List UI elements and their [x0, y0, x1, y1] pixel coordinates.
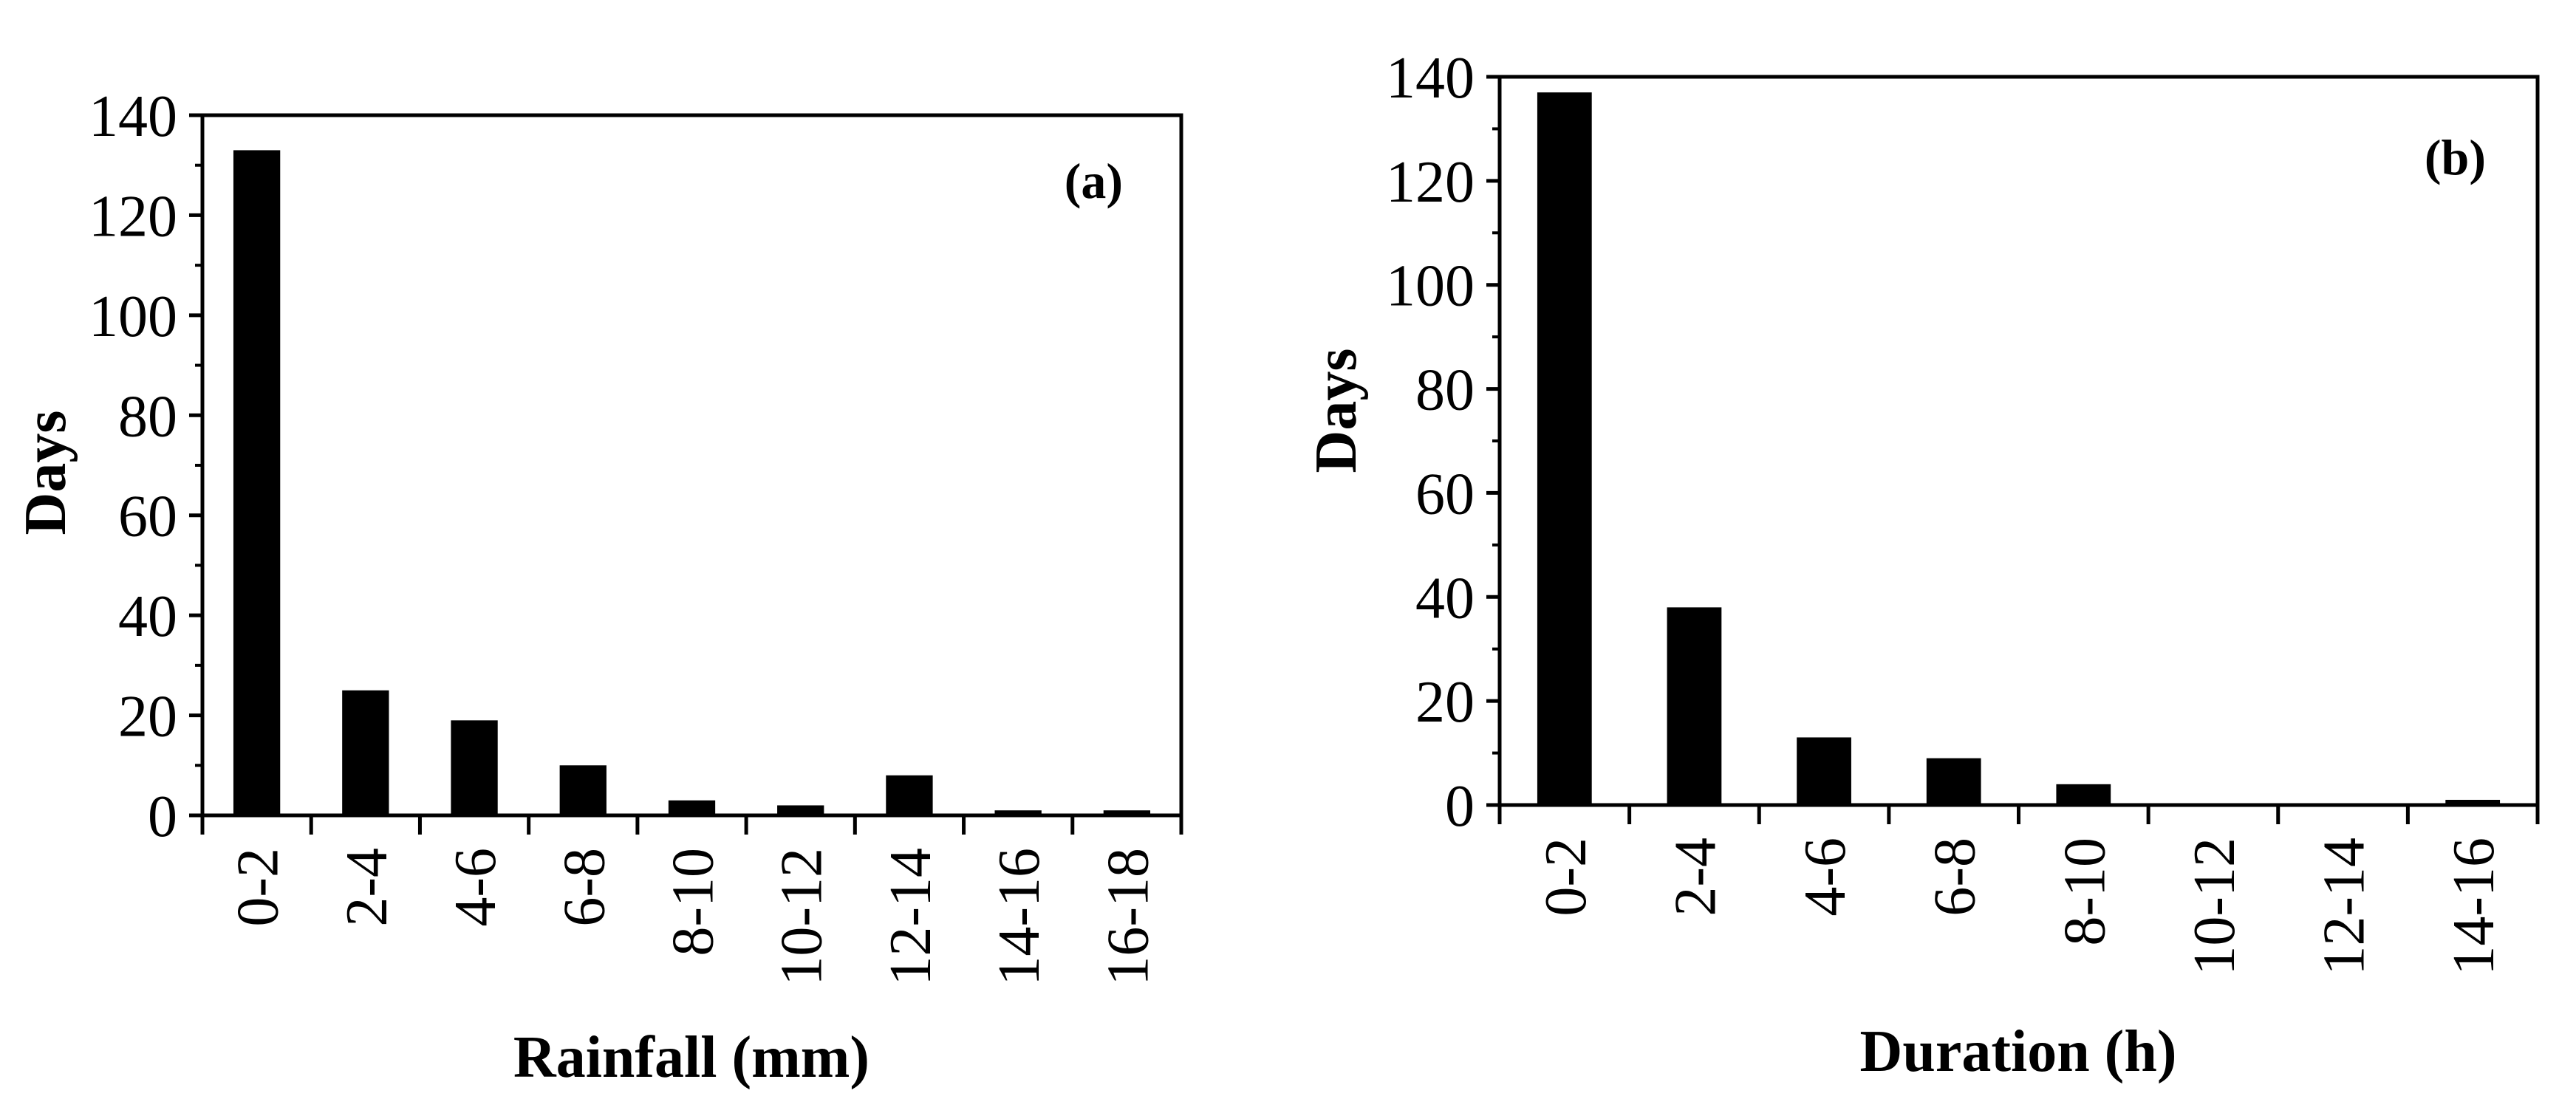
chart-panel-a: 0 20 40 60 80 100 120 140 0-2 2-4 4-6 6-8 8-10 10-12… [13, 84, 1183, 1090]
x-tick-label: 8-10 [2052, 838, 2117, 946]
x-tick-label: 14-16 [987, 848, 1052, 986]
bar-8-10 [668, 800, 716, 815]
bar-16-18 [1103, 810, 1151, 815]
bar-6-8 [1926, 758, 1981, 805]
x-tick-label: 2-4 [1663, 838, 1728, 917]
x-tick-label: 8-10 [661, 848, 726, 956]
x-axis: 0-2 2-4 4-6 6-8 8-10 10-12 12-14 14-16 [1497, 805, 2540, 976]
bar-8-10 [2056, 784, 2111, 805]
y-axis: 0 20 40 60 80 100 120 140 [89, 84, 202, 849]
x-tick-label: 12-14 [2312, 838, 2377, 976]
bar-12-14 [886, 775, 933, 815]
x-tick-label: 14-16 [2442, 838, 2507, 976]
y-tick-label: 140 [1386, 46, 1475, 111]
y-tick-label: 0 [148, 784, 177, 849]
bar-14-16 [994, 810, 1042, 815]
bar-10-12 [777, 805, 824, 815]
x-tick-label: 2-4 [335, 848, 400, 927]
y-tick-label: 120 [1386, 150, 1475, 215]
y-axis-title: Days [13, 411, 78, 535]
x-tick-label: 4-6 [1793, 838, 1858, 917]
y-tick-label: 80 [1415, 358, 1475, 423]
x-axis: 0-2 2-4 4-6 6-8 8-10 10-12 12-14 14-16 16-18 [200, 815, 1183, 986]
panel-label: (b) [2425, 129, 2486, 185]
bar-4-6 [451, 720, 498, 815]
y-tick-label: 100 [89, 284, 177, 349]
y-tick-label: 100 [1386, 254, 1475, 319]
bar-4-6 [1797, 737, 1851, 805]
bar-0-2 [233, 150, 281, 815]
x-tick-label: 0-2 [1534, 838, 1599, 917]
y-tick-label: 40 [118, 584, 177, 649]
y-tick-label: 40 [1415, 566, 1475, 631]
bar-14-16 [2445, 799, 2501, 805]
x-tick-label: 6-8 [1923, 838, 1988, 917]
x-axis-title: Duration (h) [1860, 1019, 2177, 1084]
x-tick-label: 6-8 [552, 848, 617, 927]
bar-2-4 [1667, 607, 1722, 805]
y-tick-label: 20 [1415, 670, 1475, 735]
x-tick-label: 10-12 [770, 848, 835, 986]
y-tick-label: 20 [118, 685, 177, 750]
y-tick-label: 140 [89, 84, 177, 149]
bar-0-2 [1537, 92, 1592, 806]
y-axis-title: Days [1304, 349, 1369, 473]
panel-label: (a) [1065, 153, 1123, 209]
x-axis-title: Rainfall (mm) [513, 1025, 870, 1090]
y-tick-label: 120 [89, 184, 177, 249]
bar-2-4 [342, 690, 389, 815]
bar-6-8 [559, 765, 607, 815]
x-tick-label: 10-12 [2182, 838, 2247, 976]
y-axis: 0 20 40 60 80 100 120 140 [1386, 46, 1500, 839]
bar-series [233, 150, 1151, 815]
bar-series [1537, 92, 2501, 806]
x-tick-label: 4-6 [443, 848, 508, 927]
y-tick-label: 0 [1445, 774, 1475, 839]
x-tick-label: 0-2 [226, 848, 291, 927]
chart-panel-b: 0 20 40 60 80 100 120 140 0-2 2-4 4-6 6-8 8-10 10-12… [1304, 46, 2540, 1084]
y-tick-label: 60 [118, 484, 177, 549]
y-tick-label: 60 [1415, 462, 1475, 527]
y-tick-label: 80 [118, 384, 177, 449]
x-tick-label: 16-18 [1096, 848, 1161, 986]
x-tick-label: 12-14 [878, 848, 943, 986]
